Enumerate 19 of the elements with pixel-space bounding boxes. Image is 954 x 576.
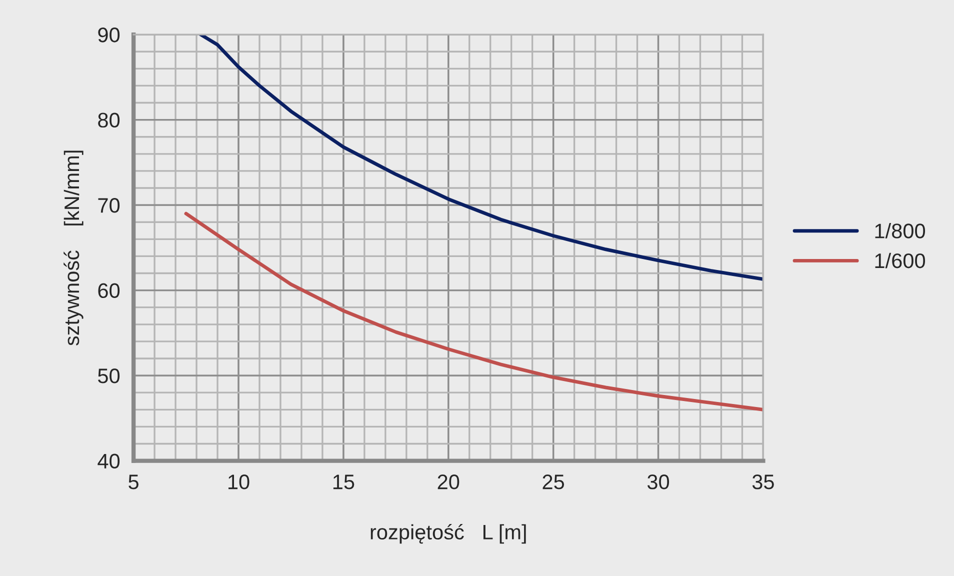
x-tick-label: 5 xyxy=(128,474,138,490)
y-tick-label: 60 xyxy=(98,283,120,298)
y-axis-title: sztywność [kN/mm] xyxy=(64,150,84,346)
x-tick-label: 20 xyxy=(438,474,460,490)
y-tick-label: 80 xyxy=(98,112,120,128)
line-series xyxy=(184,212,764,412)
x-tick-label: 10 xyxy=(228,474,250,490)
legend-label: 1/800 xyxy=(875,223,926,238)
line-series xyxy=(198,34,764,281)
y-tick-label: 90 xyxy=(98,28,120,42)
y-tick-label: 50 xyxy=(98,368,120,384)
x-tick-label: 35 xyxy=(752,474,774,490)
x-tick-label: 15 xyxy=(333,474,354,490)
y-tick-label: 40 xyxy=(98,454,120,469)
x-axis-title: rozpiętość L [m] xyxy=(370,524,526,544)
x-tick-label: 25 xyxy=(542,474,564,490)
y-tick-label: 70 xyxy=(98,198,120,213)
legend-label: 1/600 xyxy=(875,252,926,268)
x-tick-label: 30 xyxy=(647,474,670,490)
